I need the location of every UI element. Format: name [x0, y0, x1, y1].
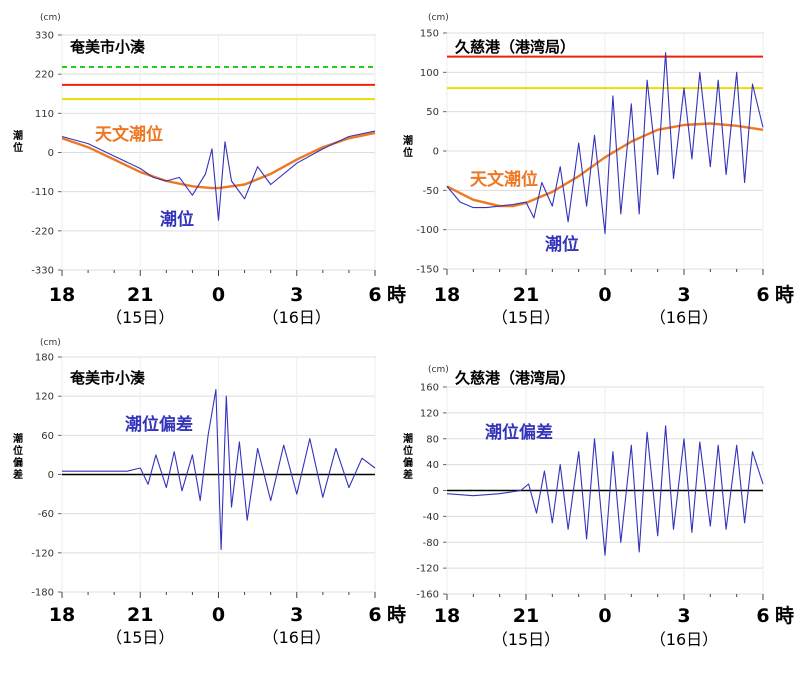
y-tick-label: 50: [426, 107, 439, 118]
y-tick-label: 150: [420, 29, 439, 40]
observed-series-line: [446, 425, 764, 556]
unit-label: (cm): [40, 338, 61, 348]
unit-label: (cm): [428, 365, 449, 375]
series-label-anomaly: 潮位偏差: [485, 422, 553, 443]
x-tick-label: 21: [127, 604, 153, 626]
y-axis-label: 位: [13, 141, 23, 154]
y-tick-label: 110: [35, 109, 54, 120]
date-label: （15日）: [492, 308, 560, 327]
x-tick-label: 6: [756, 605, 769, 627]
y-axis-label: 潮: [403, 432, 413, 445]
x-tick-label: 6: [368, 604, 381, 626]
y-axis-label: 偏: [403, 456, 413, 469]
x-tick-label: 6: [756, 284, 769, 306]
x-tick-label: 21: [127, 284, 153, 306]
x-tick-label: 0: [212, 284, 225, 306]
x-tick-label: 21: [513, 284, 539, 306]
y-tick-label: 100: [420, 68, 439, 79]
series-label-observed: 潮位: [545, 234, 579, 255]
y-tick-label: 0: [48, 470, 54, 481]
x-tick-label: 3: [677, 605, 690, 627]
x-tick-label: 18: [49, 604, 75, 626]
y-axis-label: 位: [13, 444, 23, 457]
y-tick-label: -150: [416, 265, 439, 276]
y-tick-label: -100: [416, 225, 439, 236]
y-axis-label: 差: [13, 468, 23, 481]
y-axis-label: 差: [403, 468, 413, 481]
y-tick-label: 0: [48, 148, 54, 159]
x-tick-label: 18: [49, 284, 75, 306]
x-tick-label: 0: [598, 284, 611, 306]
x-unit-label: 時: [775, 284, 794, 306]
observed-series-line: [61, 130, 376, 221]
date-label: （16日）: [263, 628, 331, 647]
station-title: 奄美市小湊: [69, 369, 146, 387]
y-tick-label: -40: [423, 512, 439, 523]
x-tick-label: 18: [434, 284, 460, 306]
observed-series-line: [62, 389, 376, 551]
x-tick-label: 0: [598, 605, 611, 627]
date-label: （16日）: [650, 630, 718, 649]
y-axis-label: 潮: [13, 432, 23, 445]
y-tick-label: 120: [35, 392, 54, 403]
date-label: （15日）: [106, 308, 174, 327]
x-tick-label: 3: [290, 284, 303, 306]
date-label: （16日）: [263, 308, 331, 327]
date-label: （15日）: [492, 630, 560, 649]
unit-label: (cm): [40, 13, 61, 23]
y-tick-label: -120: [416, 564, 439, 575]
y-tick-label: 0: [433, 147, 439, 158]
y-tick-label: 160: [420, 383, 439, 394]
x-tick-label: 6: [368, 284, 381, 306]
y-tick-label: 180: [35, 353, 54, 364]
unit-label: (cm): [428, 13, 449, 23]
y-axis-label: 潮: [403, 134, 413, 147]
y-tick-label: -160: [416, 590, 439, 601]
x-tick-label: 0: [212, 604, 225, 626]
y-tick-label: 80: [426, 434, 439, 445]
y-tick-label: -330: [31, 266, 54, 277]
date-label: （15日）: [106, 628, 174, 647]
y-tick-label: -120: [31, 548, 54, 559]
y-tick-label: 330: [35, 31, 54, 42]
x-tick-label: 3: [677, 284, 690, 306]
x-unit-label: 時: [387, 604, 406, 626]
y-axis-label: 位: [403, 444, 413, 457]
y-axis-label: 潮: [13, 129, 23, 142]
station-title: 久慈港（港湾局）: [455, 38, 575, 56]
y-tick-label: -220: [31, 226, 54, 237]
y-tick-label: -80: [423, 538, 439, 549]
series-label-astronomical: 天文潮位: [95, 124, 163, 145]
date-label: （16日）: [650, 308, 718, 327]
series-label-observed: 潮位: [160, 209, 194, 230]
station-title: 久慈港（港湾局）: [455, 369, 575, 387]
y-tick-label: 120: [420, 408, 439, 419]
y-tick-label: 40: [426, 460, 439, 471]
station-title: 奄美市小湊: [69, 38, 146, 56]
y-tick-label: -60: [38, 509, 54, 520]
y-tick-label: -180: [31, 588, 54, 599]
y-tick-label: -50: [423, 186, 439, 197]
x-tick-label: 18: [434, 605, 460, 627]
x-tick-label: 21: [513, 605, 539, 627]
y-tick-label: 60: [41, 431, 54, 442]
observed-series-line: [446, 52, 764, 235]
x-tick-label: 3: [290, 604, 303, 626]
y-axis-label: 位: [403, 146, 413, 159]
x-unit-label: 時: [775, 605, 794, 627]
y-axis-label: 偏: [13, 456, 23, 469]
series-label-anomaly: 潮位偏差: [125, 414, 193, 435]
y-tick-label: 220: [35, 70, 54, 81]
y-tick-label: 0: [433, 486, 439, 497]
y-tick-label: -110: [31, 187, 54, 198]
x-unit-label: 時: [387, 284, 406, 306]
series-label-astronomical: 天文潮位: [470, 169, 538, 190]
